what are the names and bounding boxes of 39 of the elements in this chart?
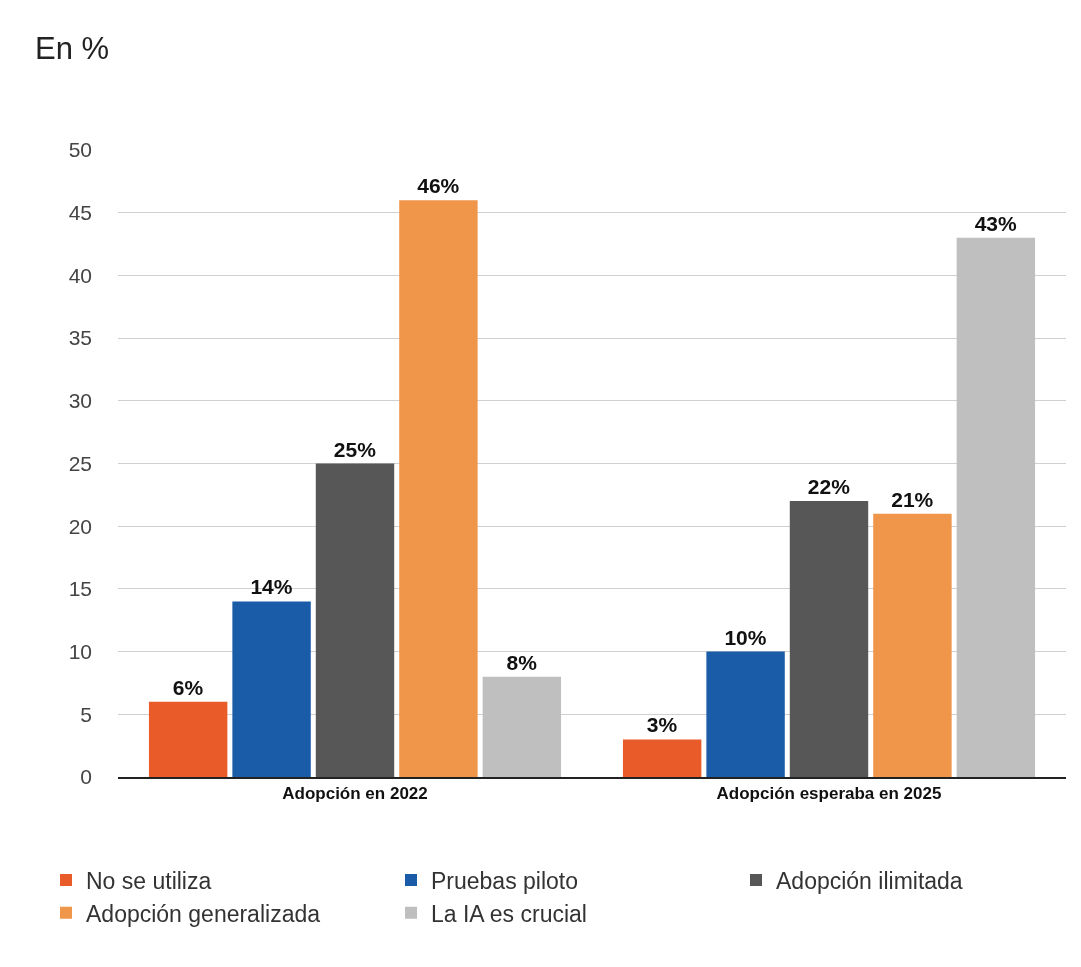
legend-label: La IA es crucial xyxy=(431,900,587,927)
bar xyxy=(956,237,1036,777)
legend-label: Adopción generalizada xyxy=(86,900,321,927)
bar xyxy=(789,501,869,777)
y-axis-title: En % xyxy=(35,31,110,66)
legend-label: No se utiliza xyxy=(86,867,212,894)
data-label: 10% xyxy=(724,625,767,649)
x-tick-label: Adopción en 2022 xyxy=(282,784,428,804)
y-tick-label: 30 xyxy=(68,389,92,413)
bar xyxy=(622,739,702,777)
y-tick-label: 5 xyxy=(80,702,92,726)
x-tick-label: Adopción esperaba en 2025 xyxy=(716,784,942,804)
data-label: 22% xyxy=(807,475,851,499)
data-label: 8% xyxy=(506,650,538,674)
legend-label: Pruebas piloto xyxy=(431,867,579,894)
bar xyxy=(399,200,478,777)
bar xyxy=(232,601,311,777)
data-label: 25% xyxy=(333,437,377,461)
y-tick-label: 10 xyxy=(68,639,92,663)
y-tick-label: 45 xyxy=(68,201,92,225)
y-tick-label: 40 xyxy=(68,263,92,287)
legend-label: Adopción ilimitada xyxy=(776,867,963,894)
y-tick-label: 20 xyxy=(68,514,92,538)
bar xyxy=(148,701,228,777)
data-label: 14% xyxy=(250,575,293,599)
y-tick-label: 0 xyxy=(80,765,92,789)
bar xyxy=(706,651,785,777)
data-label: 46% xyxy=(417,174,460,198)
bar xyxy=(482,676,562,777)
data-label: 21% xyxy=(891,487,934,511)
y-tick-label: 25 xyxy=(68,451,92,475)
y-tick-label: 50 xyxy=(68,138,92,162)
y-tick-label: 35 xyxy=(68,326,92,350)
data-label: 3% xyxy=(646,713,678,737)
data-label: 43% xyxy=(974,211,1018,235)
bar xyxy=(315,463,395,777)
y-tick-label: 15 xyxy=(68,577,92,601)
data-label: 6% xyxy=(172,675,204,699)
bar xyxy=(873,513,952,777)
